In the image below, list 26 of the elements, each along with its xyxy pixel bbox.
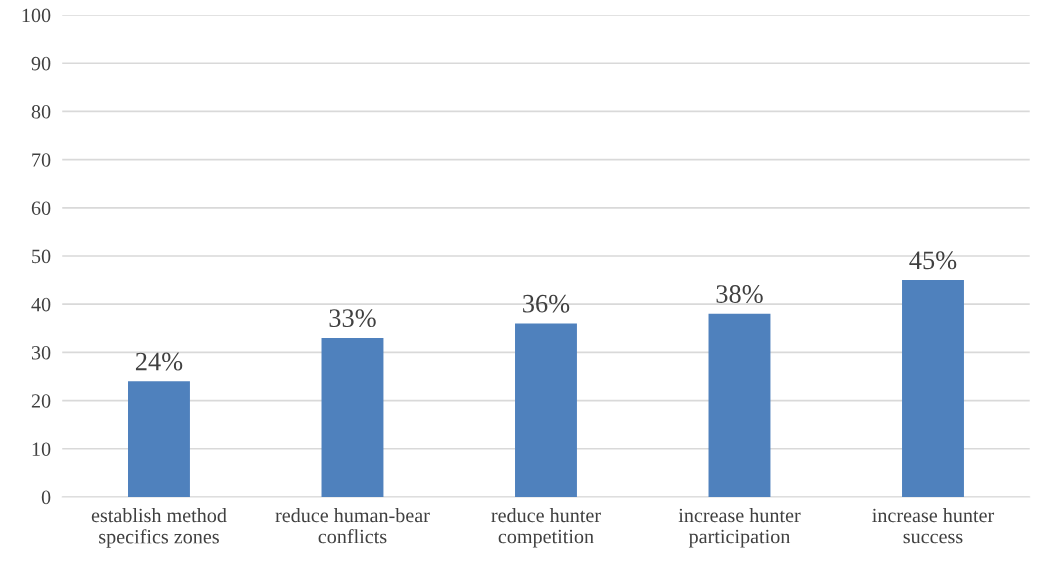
- y-tick-label: 70: [32, 153, 51, 167]
- bar: [128, 381, 190, 497]
- x-tick-label: increase hunter participation: [678, 508, 801, 548]
- bar: [321, 337, 384, 497]
- data-label: 36%: [523, 294, 570, 313]
- x-tick-label: reduce hunter competition: [491, 508, 601, 548]
- y-tick-label: 20: [31, 394, 51, 408]
- x-tick-label: reduce human-bear conflicts: [275, 508, 430, 544]
- y-tick-label: 50: [32, 249, 51, 264]
- y-tick-label: 10: [32, 442, 51, 456]
- y-tick-label: 0: [41, 490, 51, 505]
- y-tick-label: 80: [31, 105, 51, 119]
- x-tick-label: increase hunter success: [872, 508, 995, 544]
- y-tick-label: 60: [31, 201, 51, 215]
- bar: [515, 323, 577, 497]
- data-label: 24%: [135, 352, 183, 371]
- data-label: 33%: [329, 309, 376, 328]
- x-tick-label: establish method specifics zones: [91, 508, 227, 548]
- y-tick-label: 90: [31, 56, 51, 71]
- data-label: 45%: [909, 251, 957, 270]
- y-tick-label: 30: [31, 345, 51, 360]
- y-tick-label: 100: [22, 8, 51, 23]
- bar: [902, 280, 964, 497]
- bar: [708, 313, 771, 497]
- data-label: 38%: [716, 285, 763, 304]
- y-tick-label: 40: [31, 297, 51, 312]
